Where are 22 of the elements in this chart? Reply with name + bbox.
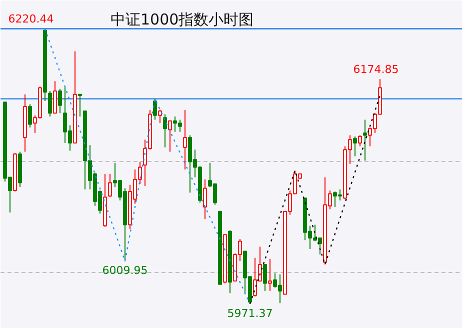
candlestick (168, 120, 172, 152)
annotation: 6009.95 (102, 264, 148, 278)
annotation: 5971.37 (227, 306, 273, 320)
candlestick (203, 178, 207, 220)
annotation: 6174.85 (353, 63, 399, 76)
candlestick (183, 109, 187, 170)
candlestick (163, 114, 167, 148)
candlestick (48, 90, 52, 117)
candlestick (108, 173, 112, 198)
candlestick (78, 94, 82, 117)
candlestick (268, 258, 272, 292)
candlestick (358, 134, 362, 147)
candlestick (263, 264, 267, 292)
annotation: 6220.44 (8, 12, 54, 26)
candlestick (58, 88, 62, 114)
text: 中证1000指数小时图 (110, 10, 254, 28)
candlestick (28, 104, 32, 128)
candlestick (363, 119, 367, 162)
candlestick (158, 109, 162, 124)
candlestick (53, 80, 57, 114)
candlestick (153, 98, 157, 120)
candlestick (353, 136, 357, 157)
